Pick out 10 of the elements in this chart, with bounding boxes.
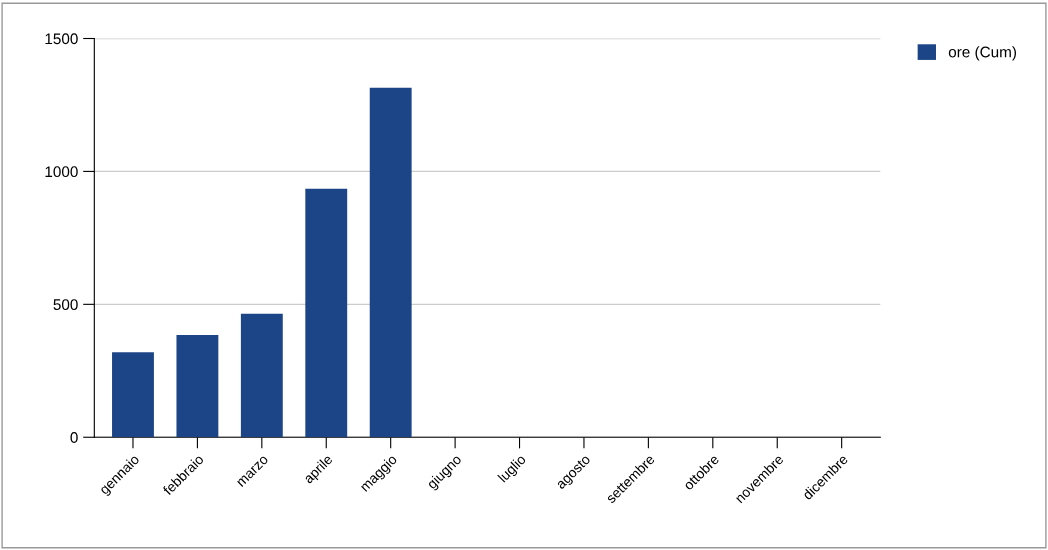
bar [112,352,154,438]
y-tick-label: 1500 [45,33,78,45]
bar [176,334,219,438]
y-tick-label: 500 [53,299,78,311]
bar [240,313,283,438]
y-tick-label: 1000 [45,166,78,178]
bar [305,188,348,438]
legend-label: ore (Cum) [948,46,1017,61]
bar [369,87,412,438]
y-tick-label: 0 [70,432,78,443]
